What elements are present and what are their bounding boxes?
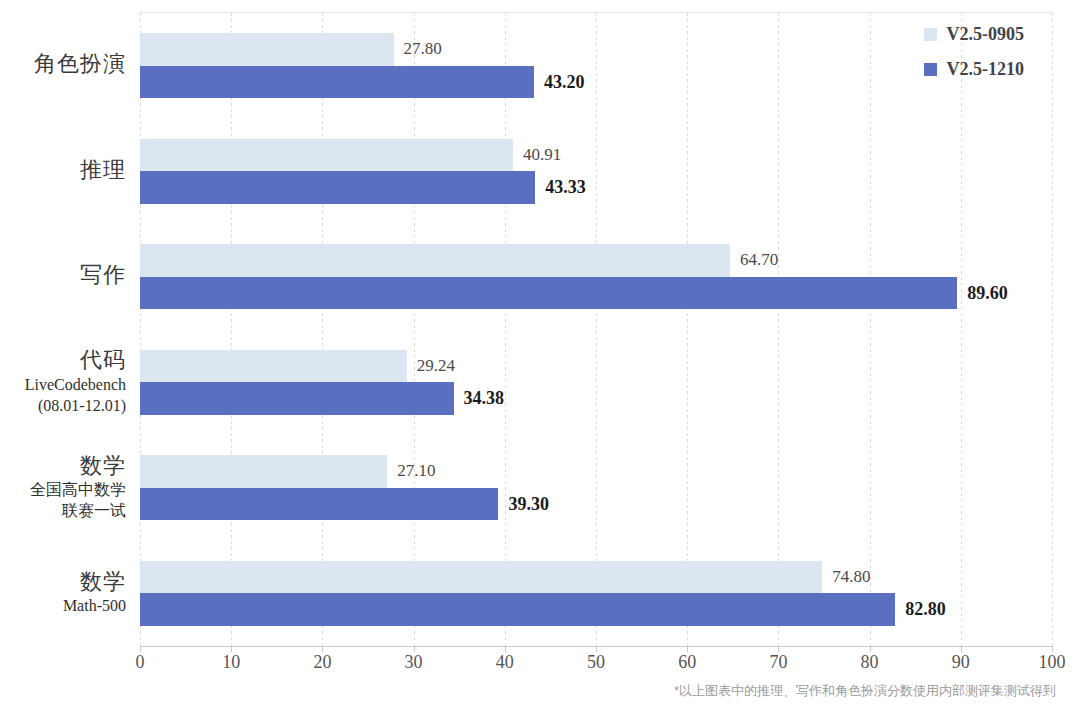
plot-area: 27.80 43.20 40.9143.33 64.70 89.60 29.24 34.38… [140,12,1052,647]
value-label-v25-0905-cat2: 64.70 [740,244,778,277]
x-tick-label-40: 40 [496,652,514,673]
bar-v25-1210-cat5 [140,593,895,626]
gridline-30 [414,13,415,646]
bar-v25-1210-cat1 [140,171,535,204]
x-tick-label-20: 20 [313,652,331,673]
value-label-v25-1210-cat4: 39.30 [508,488,549,521]
gridline-10 [231,13,232,646]
category-sub-label: 联赛一试 [62,501,126,522]
legend-swatch-dark [924,63,937,76]
value-label-v25-0905-cat4: 27.10 [397,455,435,488]
value-label-v25-1210-cat0: 43.20 [544,66,585,99]
gridline-90 [961,13,962,646]
value-label-v25-0905-cat1: 40.91 [523,139,561,172]
category-column: 角色扮演推理写作代码LiveCodebench(08.01-12.01)数学全国… [0,12,126,645]
bar-v25-1210-cat0 [140,66,534,99]
footnote: *以上图表中的推理、写作和角色扮演分数使用内部测评集测试得到 [674,682,1056,700]
category-label-2: 写作 [0,223,126,329]
bar-v25-0905-cat5 [140,561,822,594]
category-sub-label: Math-500 [63,596,126,617]
gridline-70 [778,13,779,646]
category-label-4: 数学全国高中数学联赛一试 [0,434,126,540]
legend-label: V2.5-0905 [947,24,1025,45]
bar-v25-0905-cat1 [140,139,513,172]
x-axis: 0102030405060708090100 [140,652,1052,676]
legend-item-v25-0905: V2.5-0905 [924,24,1025,45]
value-label-v25-1210-cat5: 82.80 [905,593,946,626]
value-label-v25-1210-cat2: 89.60 [967,277,1008,310]
x-tick-label-100: 100 [1039,652,1066,673]
x-tick-label-30: 30 [405,652,423,673]
x-tick-label-60: 60 [678,652,696,673]
gridline-80 [870,13,871,646]
bar-v25-1210-cat4 [140,488,498,521]
category-sub-label: (08.01-12.01) [38,396,126,417]
legend-item-v25-1210: V2.5-1210 [924,59,1025,80]
value-label-v25-0905-cat3: 29.24 [417,350,455,383]
bar-v25-0905-cat4 [140,455,387,488]
legend-label: V2.5-1210 [947,59,1025,80]
category-sub-label: 全国高中数学 [30,480,126,501]
gridline-40 [505,13,506,646]
category-label-1: 推理 [0,118,126,224]
bar-v25-0905-cat0 [140,33,394,66]
x-tick-label-70: 70 [769,652,787,673]
x-tick-label-10: 10 [222,652,240,673]
category-main-label: 推理 [80,156,126,185]
gridline-20 [322,13,323,646]
bar-chart: 角色扮演推理写作代码LiveCodebench(08.01-12.01)数学全国… [0,0,1080,714]
value-label-v25-1210-cat1: 43.33 [545,171,586,204]
x-tick-label-0: 0 [136,652,145,673]
category-main-label: 数学 [80,568,126,597]
x-tick-label-50: 50 [587,652,605,673]
category-main-label: 代码 [80,346,126,375]
bar-v25-1210-cat3 [140,382,454,415]
bar-v25-0905-cat2 [140,244,730,277]
bar-v25-1210-cat2 [140,277,957,310]
category-label-3: 代码LiveCodebench(08.01-12.01) [0,329,126,435]
gridline-60 [687,13,688,646]
category-label-5: 数学Math-500 [0,540,126,646]
category-label-0: 角色扮演 [0,12,126,118]
bar-v25-0905-cat3 [140,350,407,383]
x-tick-label-90: 90 [952,652,970,673]
value-label-v25-0905-cat5: 74.80 [832,561,870,594]
legend-swatch-light [924,28,937,41]
category-main-label: 数学 [80,452,126,481]
value-label-v25-0905-cat0: 27.80 [404,33,442,66]
category-sub-label: LiveCodebench [25,375,126,396]
category-main-label: 角色扮演 [34,50,126,79]
legend: V2.5-0905 V2.5-1210 [924,24,1025,80]
gridline-50 [596,13,597,646]
gridline-0 [140,13,141,646]
category-main-label: 写作 [80,261,126,290]
value-label-v25-1210-cat3: 34.38 [464,382,505,415]
gridline-100 [1052,13,1053,646]
x-tick-label-80: 80 [861,652,879,673]
